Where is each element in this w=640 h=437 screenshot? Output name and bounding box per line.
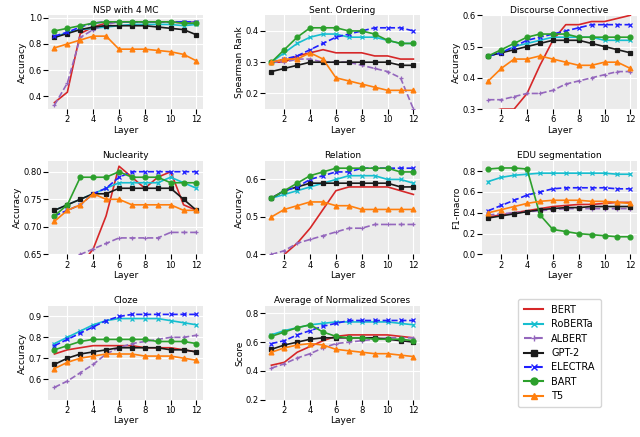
- X-axis label: Layer: Layer: [330, 271, 355, 280]
- Title: Discourse Connective: Discourse Connective: [510, 6, 609, 14]
- X-axis label: Layer: Layer: [547, 271, 572, 280]
- Title: EDU segmentation: EDU segmentation: [517, 151, 602, 160]
- X-axis label: Layer: Layer: [330, 126, 355, 135]
- Title: Average of Normalized Scores: Average of Normalized Scores: [275, 296, 410, 305]
- Y-axis label: Spearman Rank: Spearman Rank: [235, 26, 244, 98]
- Y-axis label: Accuracy: Accuracy: [452, 42, 461, 83]
- Title: Relation: Relation: [324, 151, 361, 160]
- Legend: BERT, RoBERTa, ALBERT, GPT-2, ELECTRA, BART, T5: BERT, RoBERTa, ALBERT, GPT-2, ELECTRA, B…: [518, 299, 600, 407]
- Title: Nuclearity: Nuclearity: [102, 151, 148, 160]
- X-axis label: Layer: Layer: [547, 126, 572, 135]
- X-axis label: Layer: Layer: [330, 416, 355, 426]
- Y-axis label: Accuracy: Accuracy: [18, 332, 27, 374]
- Title: NSP with 4 MC: NSP with 4 MC: [93, 6, 158, 14]
- Y-axis label: Accuracy: Accuracy: [18, 42, 27, 83]
- Y-axis label: Score: Score: [235, 340, 244, 366]
- X-axis label: Layer: Layer: [113, 416, 138, 426]
- Y-axis label: F1-macro: F1-macro: [452, 187, 461, 229]
- Y-axis label: Accuracy: Accuracy: [235, 187, 244, 228]
- X-axis label: Layer: Layer: [113, 271, 138, 280]
- X-axis label: Layer: Layer: [113, 126, 138, 135]
- Y-axis label: Accuracy: Accuracy: [13, 187, 22, 228]
- Title: Sent. Ordering: Sent. Ordering: [309, 6, 376, 14]
- Title: Cloze: Cloze: [113, 296, 138, 305]
